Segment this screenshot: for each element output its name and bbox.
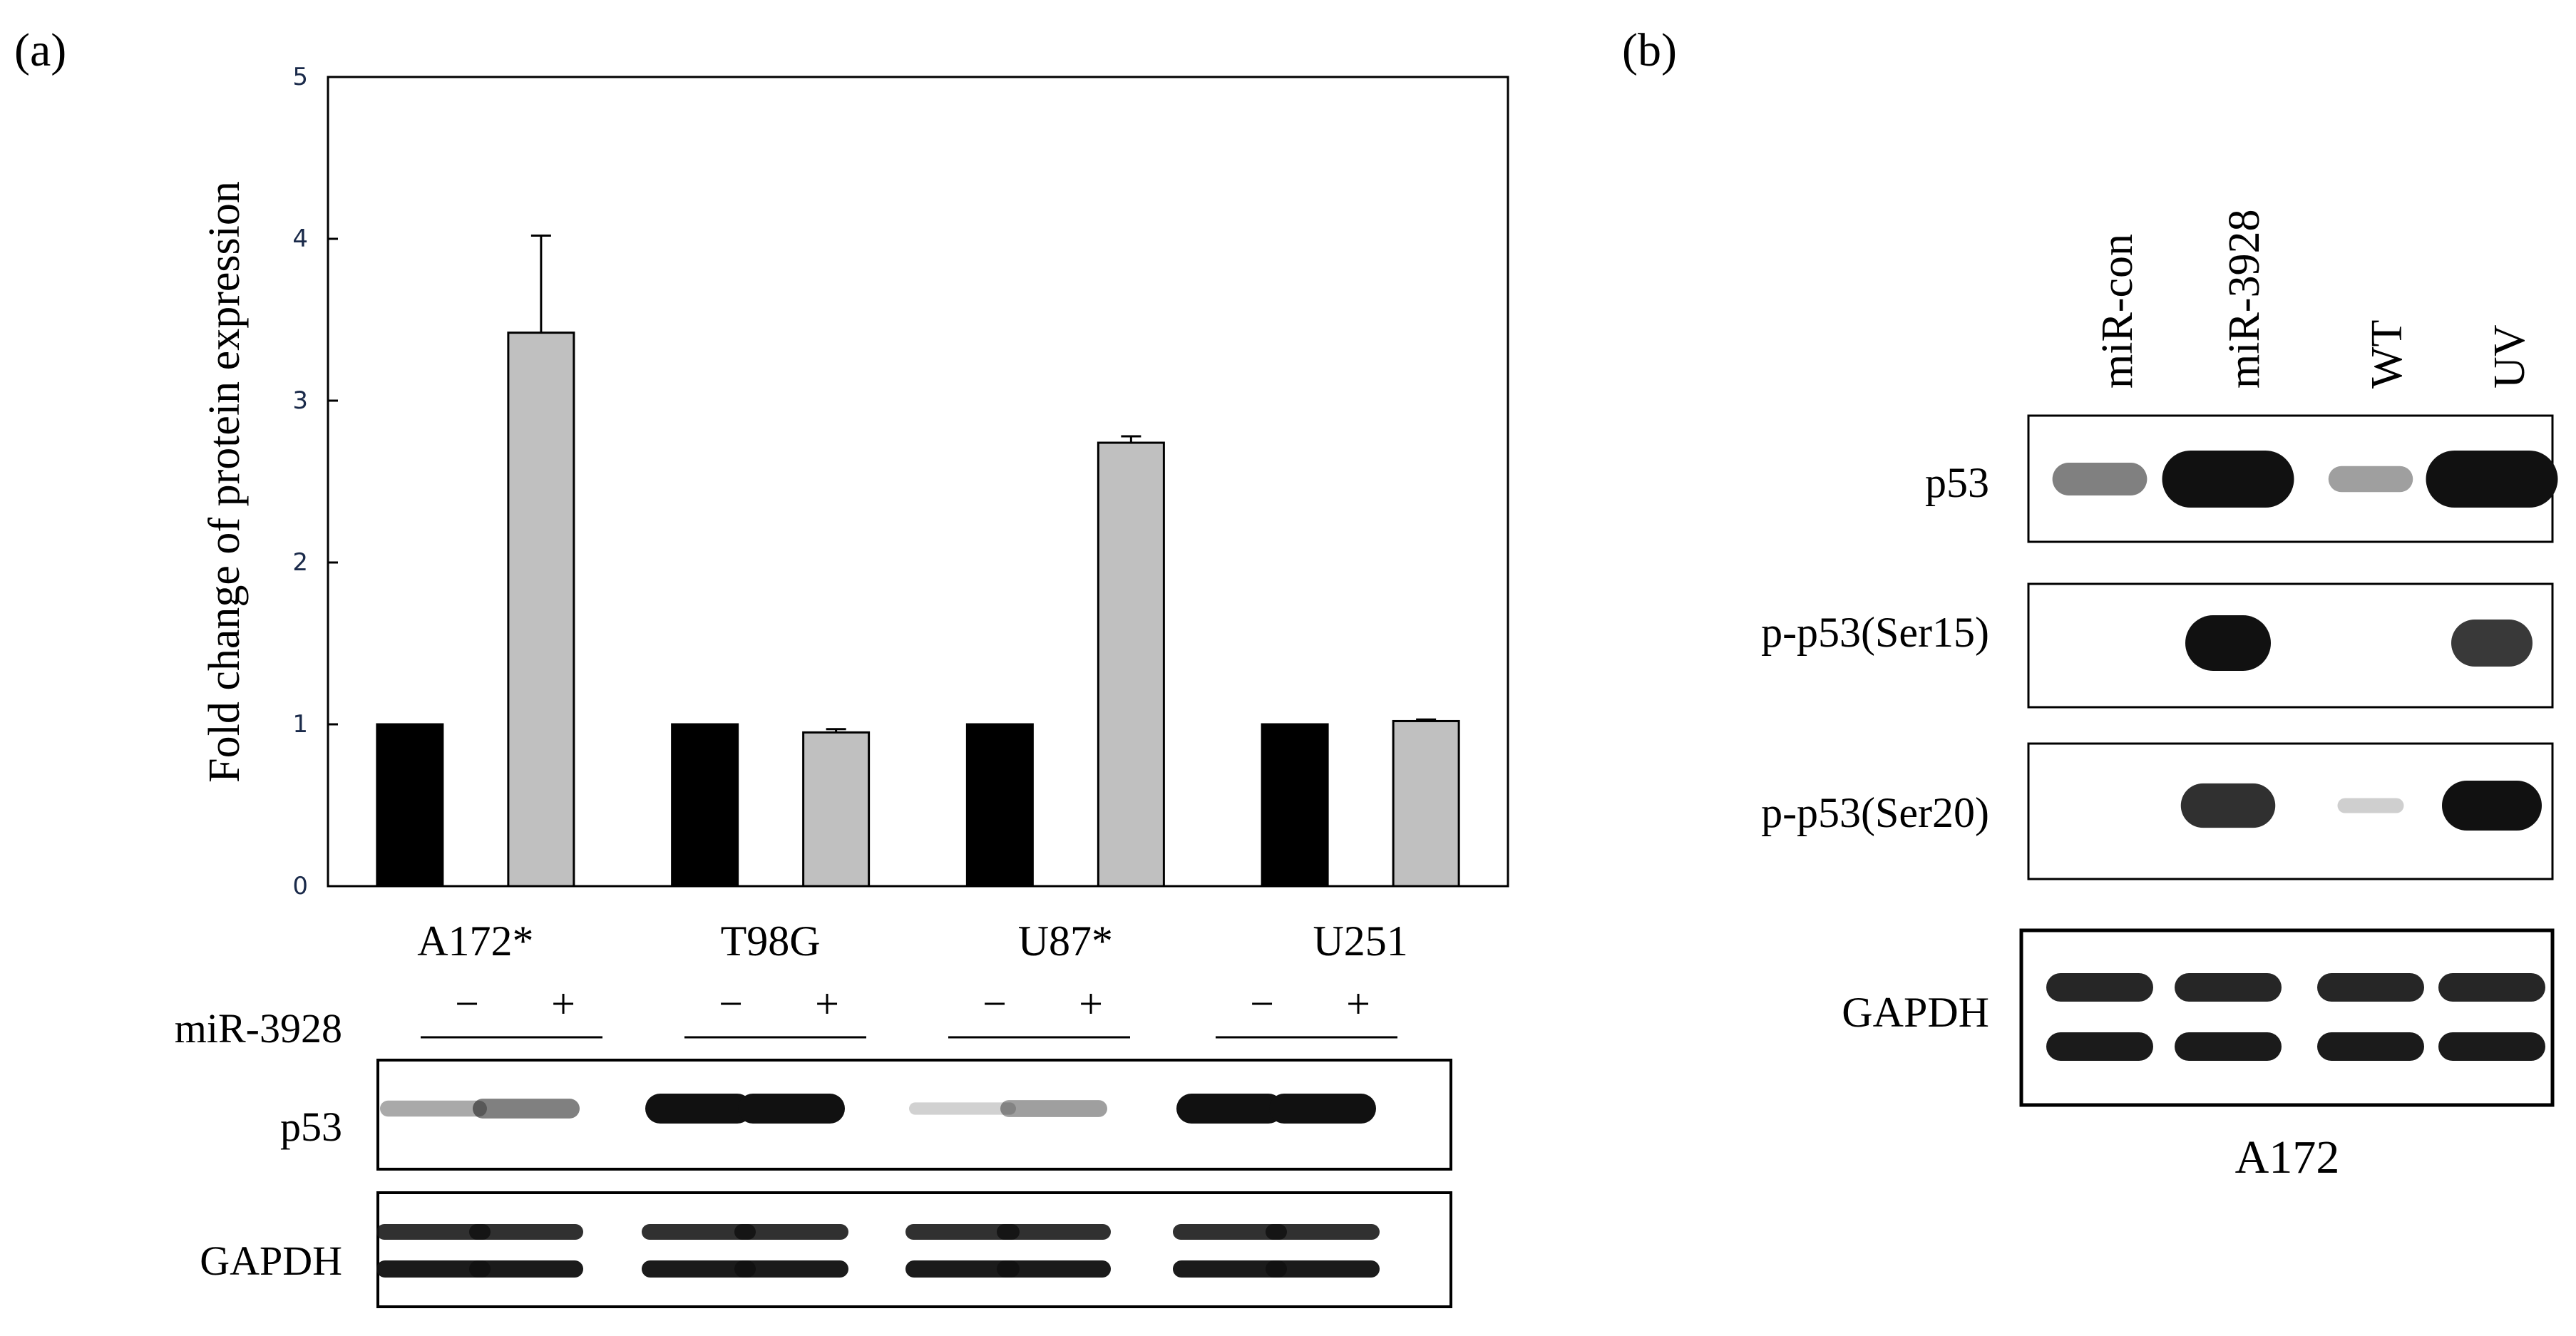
blot-band: [997, 1224, 1111, 1240]
blot-band: [905, 1224, 1020, 1240]
panel-a-label: (a): [14, 24, 66, 76]
x-category-label: U251: [1313, 918, 1407, 965]
blot-band: [376, 1224, 491, 1240]
condition-signs: − + − + − + − +: [421, 980, 1397, 1039]
plus-sign: +: [815, 980, 839, 1027]
blot-band: [2317, 973, 2424, 1002]
minus-sign: −: [455, 980, 479, 1027]
blot-band: [645, 1094, 752, 1124]
blot-band: [2162, 451, 2294, 508]
blot-frame-gapdh: [376, 1191, 1452, 1308]
bar-control-U87: [965, 723, 1034, 888]
blot-band: [2438, 1032, 2545, 1061]
blot-band: [1176, 1094, 1283, 1124]
blot-band: [642, 1260, 756, 1278]
blot-band: [2317, 1032, 2424, 1061]
blot-band: [2337, 798, 2404, 813]
blot-b-ser15-bands: [2185, 615, 2533, 671]
plot-frame: [327, 76, 1509, 888]
bars: [376, 234, 1460, 888]
blot-band: [469, 1260, 583, 1278]
blot-band: [909, 1102, 1016, 1115]
blot-band: [2052, 463, 2147, 495]
blot-b-label-gapdh: GAPDH: [1842, 989, 1989, 1036]
bar-chart: 0 1 2 3 4 5 Fold change of protein expression…: [200, 63, 1509, 965]
x-category-label: T98G: [721, 918, 821, 965]
y-axis: 0 1 2 3 4 5: [292, 63, 338, 900]
bar-control-A172: [376, 723, 444, 888]
lane-label-wt: WT: [2363, 320, 2411, 389]
blot-band: [642, 1224, 756, 1240]
bar-treated-U251: [1392, 719, 1460, 888]
y-axis-label: Fold change of protein expression: [200, 181, 249, 783]
blot-band: [2046, 1032, 2153, 1061]
minus-sign: −: [719, 980, 743, 1027]
y-tick-label: 2: [292, 548, 308, 577]
bar-treated-U87: [1097, 441, 1165, 888]
blot-band: [2438, 973, 2545, 1002]
lane-label-mir-con: miR-con: [2093, 234, 2142, 389]
blot-b-ser20-bands: [2180, 781, 2542, 831]
blot-b-label-p53: p53: [1925, 459, 1989, 506]
lane-label-mir-3928: miR-3928: [2220, 210, 2269, 389]
condition-label: miR-3928: [175, 1005, 342, 1052]
blot-band: [2451, 620, 2533, 667]
blot-band: [734, 1224, 848, 1240]
blot-band: [734, 1260, 848, 1278]
x-category-labels: A172* T98G U87* U251: [417, 918, 1408, 965]
blot-band: [1269, 1094, 1376, 1124]
blot-band: [2175, 973, 2282, 1002]
blot-band: [2046, 973, 2153, 1002]
blot-band: [2328, 466, 2413, 493]
blot-b-frame-ser15: [2027, 582, 2554, 709]
blot-b-label-ser15: p-p53(Ser15): [1761, 609, 1989, 656]
lane-labels: miR-con miR-3928 WT UV: [2093, 210, 2534, 389]
blot-band: [469, 1224, 583, 1240]
minus-sign: −: [1250, 980, 1274, 1027]
plus-sign: +: [551, 980, 575, 1027]
blot-band: [1000, 1100, 1107, 1117]
y-tick-label: 5: [292, 63, 308, 91]
blot-band: [1266, 1224, 1380, 1240]
blot-gapdh-bands: [376, 1224, 1380, 1278]
blot-label-gapdh: GAPDH: [200, 1238, 342, 1284]
x-category-label: U87*: [1018, 918, 1113, 965]
blot-band: [376, 1260, 491, 1278]
blot-band: [2175, 1032, 2282, 1061]
bar-control-U251: [1261, 723, 1329, 888]
y-tick-label: 0: [292, 872, 308, 900]
blot-p53-bands: [380, 1094, 1376, 1124]
blot-b-label-ser20: p-p53(Ser20): [1761, 789, 1989, 836]
x-category-label: A172*: [417, 918, 533, 965]
blot-label-p53: p53: [280, 1104, 342, 1150]
blot-b-gapdh-bands: [2046, 973, 2545, 1061]
blot-band: [2180, 783, 2276, 828]
blot-band: [380, 1100, 487, 1117]
lane-label-uv: UV: [2485, 324, 2534, 389]
bar-treated-T98G: [802, 731, 871, 888]
blot-band: [1266, 1260, 1380, 1278]
bar-treated-A172: [507, 332, 575, 888]
y-tick-label: 3: [292, 386, 308, 415]
panel-b-label: (b): [1622, 24, 1677, 76]
blot-b-frame-gapdh: [2019, 928, 2555, 1107]
blot-band: [1173, 1224, 1287, 1240]
cell-line-label: A172: [2235, 1131, 2340, 1183]
blot-band: [473, 1099, 580, 1119]
blot-band: [1173, 1260, 1287, 1278]
blot-b-p53-bands: [2052, 451, 2558, 508]
blot-band: [2426, 451, 2558, 508]
plus-sign: +: [1346, 980, 1370, 1027]
blot-band: [738, 1094, 845, 1124]
blot-band: [905, 1260, 1020, 1278]
minus-sign: −: [982, 980, 1007, 1027]
blot-band: [2185, 615, 2271, 671]
blot-band: [2442, 781, 2542, 831]
blot-band: [997, 1260, 1111, 1278]
y-tick-label: 1: [292, 710, 308, 739]
plus-sign: +: [1079, 980, 1103, 1027]
bar-control-T98G: [671, 723, 739, 888]
y-tick-label: 4: [292, 225, 308, 253]
